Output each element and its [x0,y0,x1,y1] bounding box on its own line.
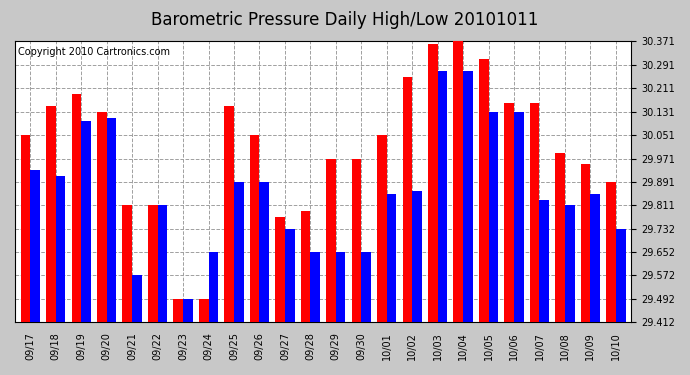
Bar [122,206,132,322]
Bar [362,252,371,322]
Bar [489,112,498,322]
Bar [504,103,514,322]
Bar [72,94,81,322]
Bar [402,76,412,322]
Bar [463,71,473,322]
Bar [275,217,285,322]
Bar [514,112,524,322]
Bar [377,135,386,322]
Bar [107,118,117,322]
Bar [199,299,208,322]
Text: Barometric Pressure Daily High/Low 20101011: Barometric Pressure Daily High/Low 20101… [151,11,539,29]
Bar [234,182,244,322]
Bar [540,200,549,322]
Bar [310,252,320,322]
Bar [555,153,565,322]
Bar [607,182,616,322]
Bar [173,299,183,322]
Bar [46,106,56,322]
Bar [336,252,346,322]
Bar [250,135,259,322]
Text: Copyright 2010 Cartronics.com: Copyright 2010 Cartronics.com [18,47,170,57]
Bar [530,103,540,322]
Bar [30,170,40,322]
Bar [21,135,30,322]
Bar [259,182,269,322]
Bar [183,299,193,322]
Bar [132,275,142,322]
Bar [437,71,447,322]
Bar [301,211,310,322]
Bar [285,229,295,322]
Bar [56,176,66,322]
Bar [581,165,591,322]
Bar [81,120,91,322]
Bar [97,112,107,322]
Bar [412,191,422,322]
Bar [157,205,167,322]
Bar [386,194,396,322]
Bar [453,42,463,322]
Bar [616,229,626,322]
Bar [479,59,489,322]
Bar [326,159,336,322]
Bar [148,206,157,322]
Bar [565,206,575,322]
Bar [352,159,362,322]
Bar [428,44,437,322]
Bar [208,252,218,322]
Bar [591,194,600,322]
Bar [224,106,234,322]
